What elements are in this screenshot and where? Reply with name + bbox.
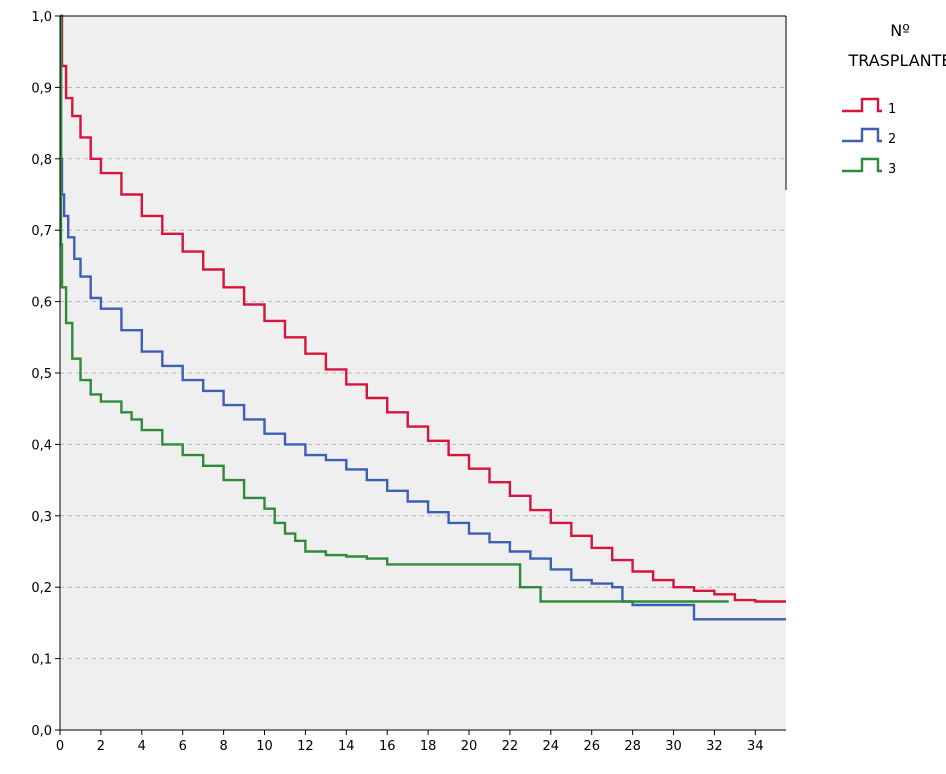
y-tick-label: 1,0: [31, 10, 52, 25]
y-tick-label: 0,6: [31, 296, 52, 311]
legend-swatch-2: [842, 127, 882, 143]
y-tick-label: 0,8: [31, 153, 52, 168]
y-tick-label: 0,9: [31, 81, 52, 96]
legend-swatch-1: [842, 97, 882, 113]
legend-label-3: 3: [888, 162, 896, 177]
y-tick-label: 0,7: [31, 224, 52, 239]
y-tick-label: 0,5: [31, 367, 52, 382]
x-tick-label: 20: [461, 739, 478, 754]
axes: 0,00,10,20,30,40,50,60,70,80,91,00 2 4 6 8 10…: [31, 10, 787, 754]
y-tick-label: 0,3: [31, 510, 52, 525]
y-tick-label: 0,0: [31, 724, 52, 739]
x-tick-label: 2: [97, 739, 105, 754]
x-tick-label: 32: [706, 739, 723, 754]
x-tick-label: 4: [138, 739, 146, 754]
x-tick-label: 12: [297, 739, 314, 754]
series-line-1: [60, 14, 786, 603]
series-layer: [59, 14, 786, 621]
x-tick-label: 8: [219, 739, 227, 754]
x-tick-label: 6: [179, 739, 187, 754]
x-tick-label: 0: [56, 739, 64, 754]
series-line-3: [59, 14, 729, 603]
x-tick-label: 26: [583, 739, 600, 754]
legend-label-2: 2: [888, 132, 896, 147]
x-tick-label: 14: [338, 739, 355, 754]
series-line-2: [59, 14, 786, 621]
x-tick-label: 24: [543, 739, 560, 754]
legend-title-line-1: Nº: [890, 21, 910, 40]
x-tick-label: 18: [420, 739, 437, 754]
x-tick-label: 28: [624, 739, 641, 754]
x-tick-label: 10: [256, 739, 273, 754]
legend-label-1: 1: [888, 102, 896, 117]
legend-title-line-2: TRASPLANTE: [847, 51, 946, 70]
x-tick-label: 30: [665, 739, 682, 754]
legend: Nº TRASPLANTE 1 2 3: [842, 21, 946, 177]
y-tick-label: 0,1: [31, 653, 52, 668]
y-tick-label: 0,4: [31, 438, 52, 453]
x-tick-label: 16: [379, 739, 396, 754]
y-tick-label: 0,2: [31, 581, 52, 596]
x-tick-label: 22: [502, 739, 519, 754]
legend-swatch-3: [842, 157, 882, 173]
x-tick-label: 34: [747, 739, 764, 754]
